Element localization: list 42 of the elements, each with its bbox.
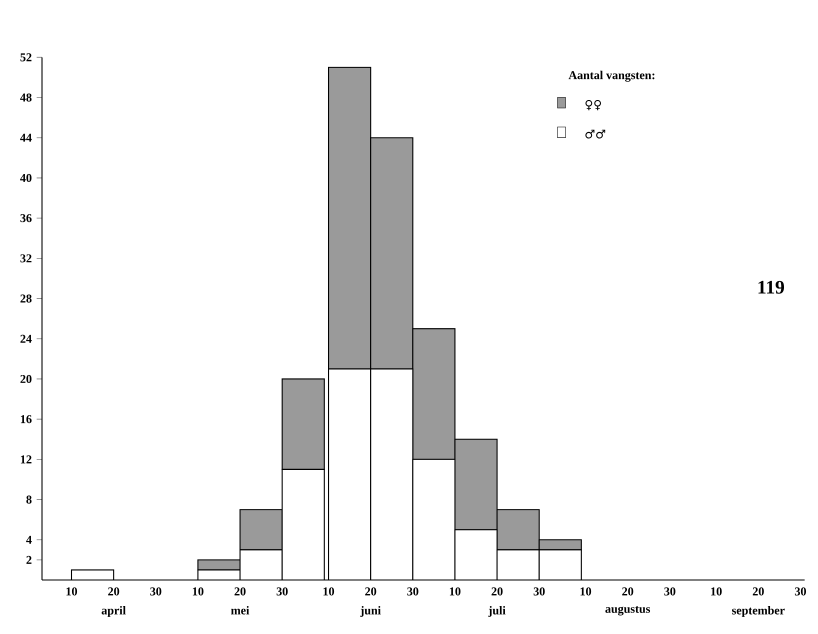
text: september — [732, 606, 785, 617]
legend-title: Aantal vangsten: — [568, 70, 654, 82]
legend-label: ♂♂ — [585, 130, 606, 138]
text: april — [102, 606, 126, 617]
y-tick-label: 12 — [20, 455, 32, 464]
text: augustus — [605, 606, 650, 616]
x-tick-label: 30 — [794, 587, 806, 596]
x-tick-label: 20 — [234, 587, 246, 596]
x-tick-label: 10 — [323, 587, 334, 596]
x-tick-label: 30 — [276, 587, 288, 596]
y-tick-label: 24 — [20, 334, 32, 343]
text: mei — [231, 606, 250, 614]
x-tick-label: 10 — [580, 587, 592, 596]
x-tick-label: 10 — [192, 587, 204, 596]
y-tick-label: 28 — [20, 294, 32, 303]
x-tick-label: 30 — [534, 587, 545, 596]
y-tick-label: 48 — [20, 93, 32, 102]
x-tick-label: 30 — [664, 587, 676, 596]
y-tick-label: 52 — [20, 53, 32, 62]
text: juli — [488, 606, 506, 617]
y-tick-label: 16 — [20, 415, 32, 424]
x-tick-label: 10 — [450, 587, 460, 596]
annotation: 119 — [758, 280, 784, 294]
text: juni — [360, 606, 381, 617]
x-tick-label: 20 — [492, 587, 503, 596]
x-tick-label: 20 — [108, 587, 120, 596]
y-tick-label: 4 — [26, 536, 32, 544]
legend-label: ♀♀ — [585, 100, 601, 110]
y-tick-label: 2 — [26, 556, 32, 564]
y-tick-label: 20 — [20, 374, 32, 384]
x-tick-label: 30 — [150, 587, 162, 596]
y-tick-label: 40 — [20, 174, 32, 182]
x-tick-label: 20 — [622, 587, 634, 596]
y-tick-label: 44 — [20, 134, 32, 142]
x-tick-label: 10 — [711, 587, 722, 596]
y-tick-label: 32 — [20, 254, 32, 262]
y-tick-label: 36 — [20, 214, 32, 222]
x-tick-label: 20 — [752, 587, 764, 596]
x-tick-label: 30 — [407, 587, 418, 596]
x-tick-label: 20 — [365, 587, 376, 596]
x-tick-label: 10 — [66, 587, 78, 596]
y-tick-label: 8 — [26, 496, 32, 504]
